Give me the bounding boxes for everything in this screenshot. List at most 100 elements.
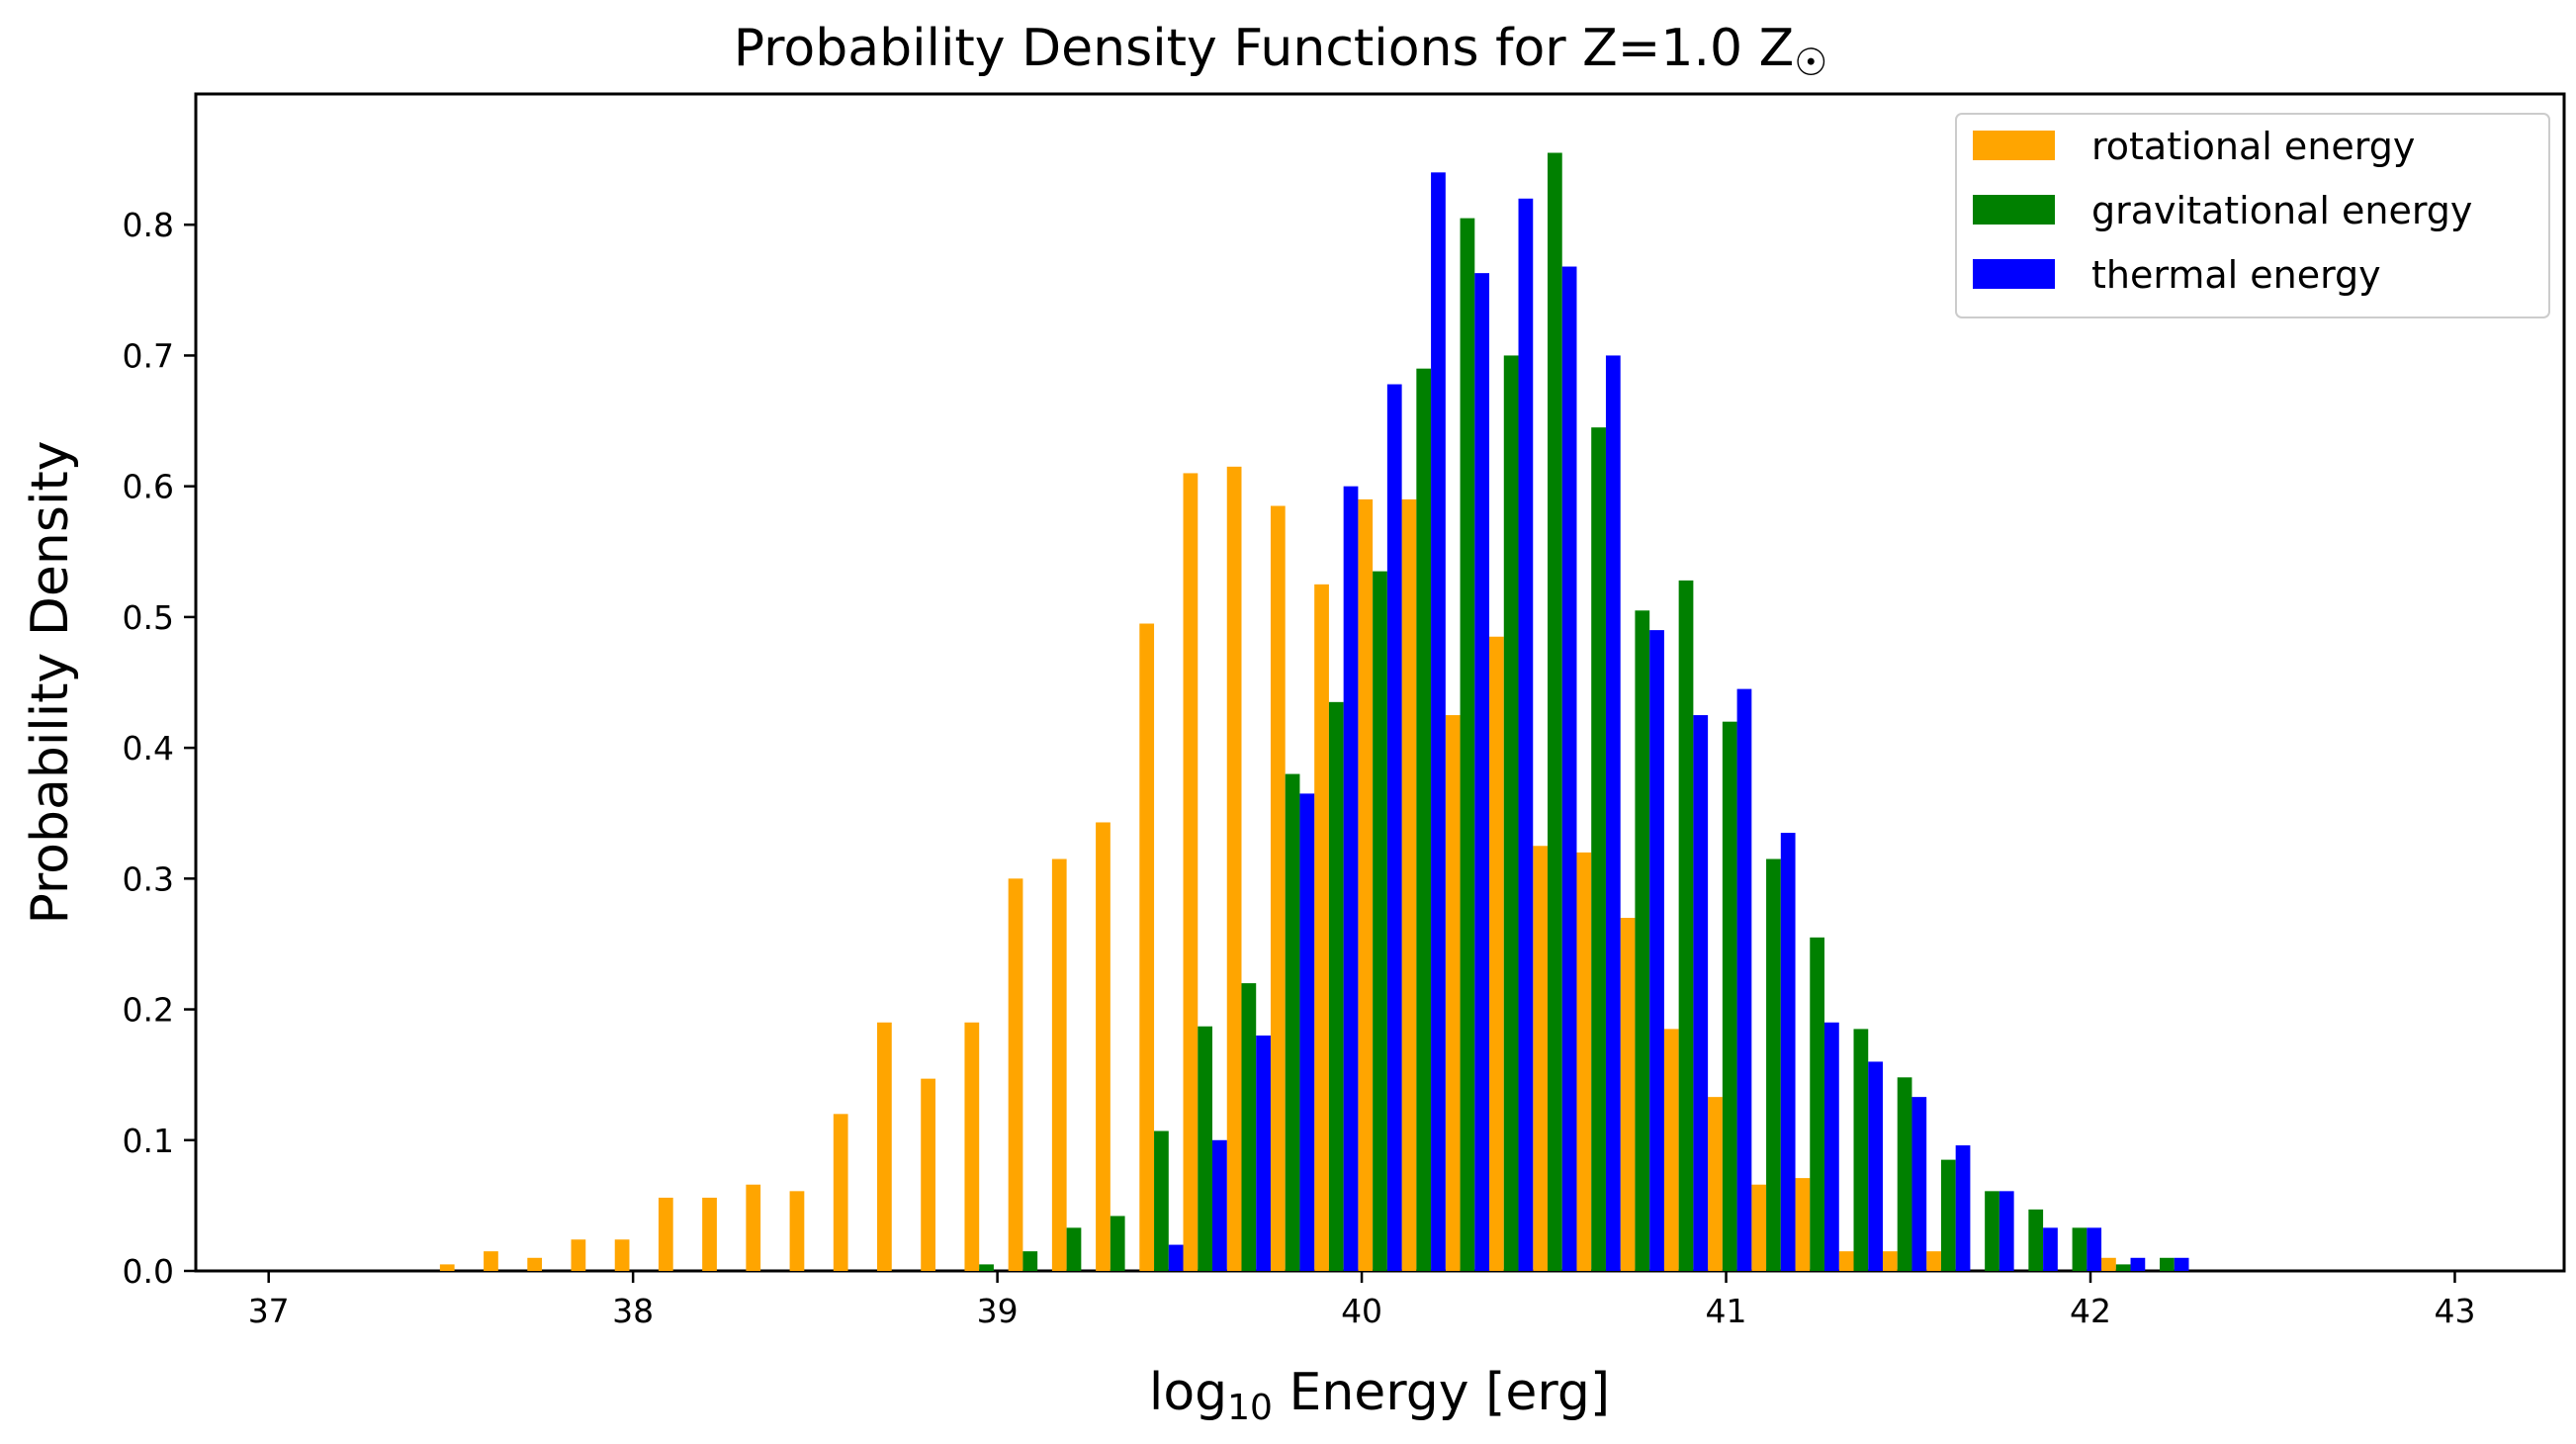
legend-swatch-gravitational [1973, 195, 2055, 225]
bar-rotational-24 [1489, 636, 1504, 1271]
bar-rotational-7 [746, 1184, 761, 1271]
bar-gravitational-20 [1853, 1029, 1869, 1271]
bar-rotational-15 [1096, 822, 1110, 1271]
bars-layer [439, 152, 2189, 1272]
y-axis-ticks: 0.0 0.1 0.2 0.3 0.4 0.5 0.6 0.7 0.8 [123, 206, 196, 1291]
bar-gravitational-1 [1022, 1251, 1038, 1271]
legend-label-thermal: thermal energy [2091, 253, 2381, 297]
bar-thermal-20 [2043, 1227, 2058, 1271]
bar-rotational-26 [1576, 852, 1592, 1271]
bar-rotational-20 [1314, 584, 1329, 1271]
bar-rotational-0 [439, 1264, 455, 1271]
bar-rotational-21 [1358, 498, 1374, 1271]
bar-rotational-5 [658, 1197, 673, 1271]
y-tick-label: 0.7 [123, 336, 174, 375]
bar-rotational-27 [1620, 918, 1636, 1271]
x-axis-label: log10 Energy [erg] [1149, 1363, 1610, 1428]
x-tick-label: 41 [1706, 1292, 1747, 1330]
bar-gravitational-19 [1810, 937, 1825, 1271]
bar-gravitational-15 [1635, 610, 1650, 1271]
y-tick-label: 0.0 [123, 1252, 174, 1291]
bar-rotational-32 [1838, 1251, 1854, 1271]
bar-rotational-1 [484, 1251, 498, 1271]
x-tick-label: 42 [2070, 1292, 2111, 1330]
x-axis-ticks: 37 38 39 40 41 42 43 [248, 1271, 2475, 1330]
y-tick-label: 0.1 [123, 1122, 174, 1160]
bar-gravitational-26 [2115, 1264, 2131, 1271]
legend-frame [1955, 113, 2550, 318]
bar-rotational-3 [571, 1239, 586, 1271]
bar-rotational-18 [1226, 466, 1242, 1272]
y-tick-label: 0.4 [123, 729, 174, 767]
bar-rotational-33 [1882, 1251, 1898, 1271]
bar-thermal-5 [1386, 384, 1402, 1271]
bar-gravitational-23 [1985, 1191, 1999, 1271]
legend-swatch-thermal [1973, 259, 2055, 289]
bar-thermal-1 [1212, 1139, 1227, 1271]
bar-thermal-17 [1911, 1097, 1927, 1271]
bar-thermal-23 [2174, 1257, 2189, 1271]
y-tick-label: 0.5 [123, 598, 174, 637]
bar-gravitational-18 [1766, 858, 1781, 1271]
legend-label-gravitational: gravitational energy [2091, 189, 2472, 232]
bar-thermal-0 [1168, 1244, 1184, 1271]
bar-gravitational-14 [1591, 427, 1606, 1271]
bar-thermal-9 [1561, 266, 1577, 1271]
x-tick-label: 38 [612, 1292, 654, 1330]
legend-swatch-rotational [1973, 131, 2055, 160]
x-tick-label: 43 [2434, 1292, 2475, 1330]
bar-rotational-10 [877, 1022, 892, 1271]
bar-thermal-4 [1343, 486, 1359, 1271]
bar-gravitational-21 [1897, 1077, 1912, 1271]
bar-thermal-13 [1736, 688, 1752, 1271]
bar-thermal-6 [1431, 172, 1446, 1272]
y-axis-label: Probability Density [21, 440, 80, 924]
legend-items: rotational energy gravitational energy the… [1973, 125, 2472, 297]
bar-rotational-17 [1183, 473, 1199, 1271]
bar-gravitational-22 [1940, 1159, 1956, 1271]
bar-gravitational-2 [1066, 1227, 1082, 1271]
bar-rotational-16 [1139, 623, 1155, 1271]
bar-rotational-2 [527, 1257, 543, 1271]
bar-rotational-31 [1795, 1178, 1811, 1271]
bar-thermal-19 [1999, 1191, 2014, 1271]
x-tick-label: 37 [248, 1292, 290, 1330]
bar-rotational-22 [1401, 498, 1417, 1271]
bar-rotational-29 [1708, 1097, 1723, 1271]
bar-gravitational-13 [1547, 152, 1562, 1271]
legend-label-rotational: rotational energy [2091, 125, 2415, 168]
bar-gravitational-6 [1241, 983, 1257, 1271]
bar-gravitational-3 [1110, 1216, 1125, 1271]
bar-thermal-11 [1649, 630, 1664, 1271]
bar-thermal-18 [1955, 1145, 1971, 1271]
bar-rotational-25 [1533, 846, 1548, 1271]
bar-gravitational-0 [979, 1264, 994, 1271]
y-tick-label: 0.6 [123, 468, 174, 506]
x-tick-label: 40 [1341, 1292, 1382, 1330]
bar-thermal-2 [1256, 1036, 1271, 1271]
y-tick-label: 0.2 [123, 991, 174, 1030]
bar-gravitational-10 [1416, 368, 1432, 1271]
bar-gravitational-27 [2160, 1257, 2175, 1271]
bar-rotational-4 [614, 1239, 630, 1271]
bar-gravitational-12 [1503, 355, 1519, 1271]
bar-thermal-16 [1868, 1061, 1883, 1271]
bar-rotational-23 [1445, 715, 1461, 1271]
bar-thermal-22 [2130, 1257, 2146, 1271]
bar-rotational-9 [833, 1114, 848, 1271]
bar-gravitational-7 [1285, 773, 1300, 1271]
bar-rotational-19 [1270, 505, 1286, 1271]
bar-thermal-10 [1605, 355, 1621, 1271]
bar-thermal-3 [1299, 793, 1315, 1271]
bar-rotational-8 [789, 1191, 805, 1271]
y-tick-label: 0.8 [123, 206, 174, 244]
bar-rotational-6 [702, 1197, 717, 1271]
bar-thermal-14 [1780, 833, 1796, 1271]
bar-rotational-12 [964, 1022, 980, 1271]
bar-thermal-21 [2087, 1227, 2102, 1271]
bar-gravitational-9 [1373, 571, 1387, 1271]
legend: rotational energy gravitational energy the… [1955, 113, 2550, 318]
bar-thermal-15 [1824, 1022, 1839, 1271]
chart-title: Probability Density Functions for Z=1.0 … [734, 19, 1828, 84]
